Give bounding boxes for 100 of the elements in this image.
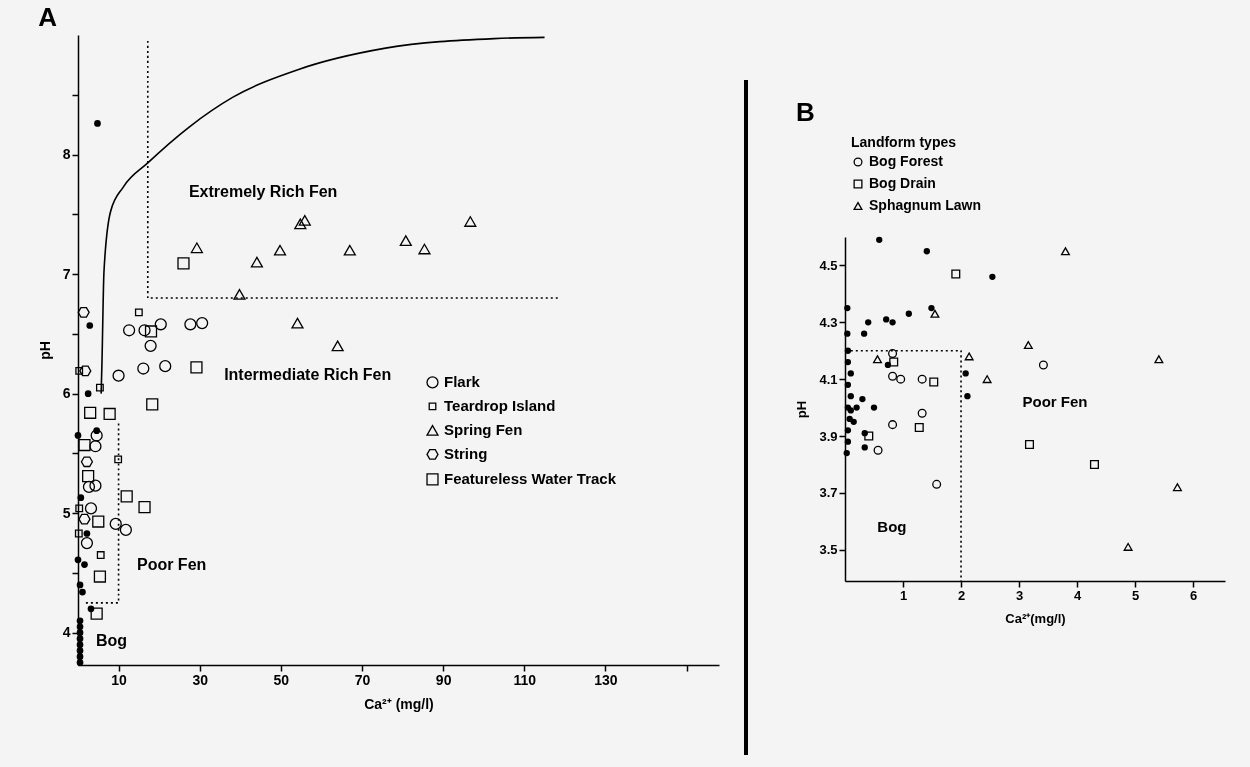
point: [93, 570, 107, 583]
point: [1172, 483, 1182, 492]
point: [923, 248, 930, 255]
point: [844, 381, 852, 388]
point: [964, 393, 971, 400]
point: [80, 456, 94, 468]
point: [917, 408, 927, 418]
point: [159, 360, 172, 373]
x-tick-label: 50: [273, 671, 290, 688]
point: [76, 659, 84, 666]
point: [79, 365, 92, 377]
point: [876, 236, 883, 243]
point: [74, 529, 83, 538]
point: [144, 339, 157, 352]
point: [76, 653, 84, 660]
point: [418, 243, 431, 255]
point: [1024, 440, 1035, 450]
point: [917, 374, 927, 384]
point: [80, 536, 94, 550]
point: [932, 479, 942, 489]
point: [76, 641, 84, 649]
point: [1023, 341, 1033, 350]
x-tick-label: 30: [192, 671, 209, 688]
point: [76, 623, 84, 631]
point: [74, 432, 82, 439]
point: [850, 418, 857, 425]
point: [92, 515, 105, 528]
point: [81, 561, 88, 568]
annotation: Extremely Rich Fen: [188, 182, 338, 200]
point: [84, 406, 97, 419]
point: [95, 383, 104, 392]
x-axis-title: Ca²⁺ (mg/l): [364, 695, 434, 712]
point: [82, 480, 96, 493]
point: [96, 551, 105, 559]
point: [78, 438, 91, 452]
x-tick-label: 90: [435, 671, 452, 688]
point: [860, 330, 868, 337]
point: [962, 370, 969, 377]
point: [964, 352, 974, 361]
point: [120, 490, 133, 503]
point: [905, 310, 912, 317]
point: [89, 479, 102, 492]
y-tick-label: 8: [62, 146, 71, 163]
point: [190, 361, 203, 374]
point: [94, 120, 101, 127]
point: [89, 440, 102, 453]
x-tick-label: 110: [513, 671, 537, 688]
point: [888, 349, 898, 359]
point: [982, 375, 992, 384]
x-tick-label: 70: [354, 671, 371, 688]
point: [844, 330, 851, 337]
y-tick-label: 5: [62, 504, 71, 521]
point: [84, 502, 98, 515]
annotation: Intermediate Rich Fen: [224, 365, 392, 383]
point: [930, 309, 940, 318]
point: [74, 556, 82, 564]
chart-title: A: [38, 2, 58, 32]
point: [951, 269, 961, 279]
legend-title: Landform types: [851, 134, 957, 150]
point: [138, 501, 151, 514]
annotation: Poor Fen: [1022, 392, 1088, 410]
y-tick-label: 3.7: [819, 485, 838, 501]
x-tick-label: 1: [899, 587, 908, 603]
point: [122, 324, 136, 337]
point: [844, 347, 852, 354]
point: [847, 370, 854, 377]
point: [233, 289, 246, 300]
legend-label: Flark: [444, 373, 481, 391]
legend-label: Sphagnum Lawn: [869, 197, 981, 213]
point: [112, 369, 125, 382]
point: [883, 316, 890, 323]
point: [859, 395, 866, 403]
point: [144, 325, 158, 338]
point: [870, 404, 878, 411]
point: [114, 455, 123, 464]
point: [75, 504, 84, 513]
x-tick-label: 5: [1131, 587, 1140, 603]
point: [84, 390, 92, 397]
point: [146, 398, 159, 411]
x-tick-label: 6: [1189, 587, 1198, 603]
point: [291, 317, 304, 329]
point: [250, 256, 264, 268]
point: [137, 362, 150, 375]
point: [109, 517, 122, 531]
annotation: Bog: [877, 517, 907, 535]
point: [929, 377, 939, 387]
point: [989, 273, 996, 280]
y-tick-label: 4.3: [819, 314, 838, 330]
point: [861, 444, 868, 451]
x-axis-title: Ca²⁺(mg/l): [1005, 610, 1066, 626]
point: [846, 415, 853, 423]
chart-title: B: [795, 97, 815, 127]
point: [865, 319, 872, 326]
point: [76, 581, 84, 589]
point: [78, 513, 91, 525]
annotation: Bog: [95, 632, 128, 650]
point: [889, 319, 896, 326]
point: [86, 322, 94, 329]
legend-label: Bog Drain: [869, 175, 936, 191]
point: [154, 318, 167, 331]
